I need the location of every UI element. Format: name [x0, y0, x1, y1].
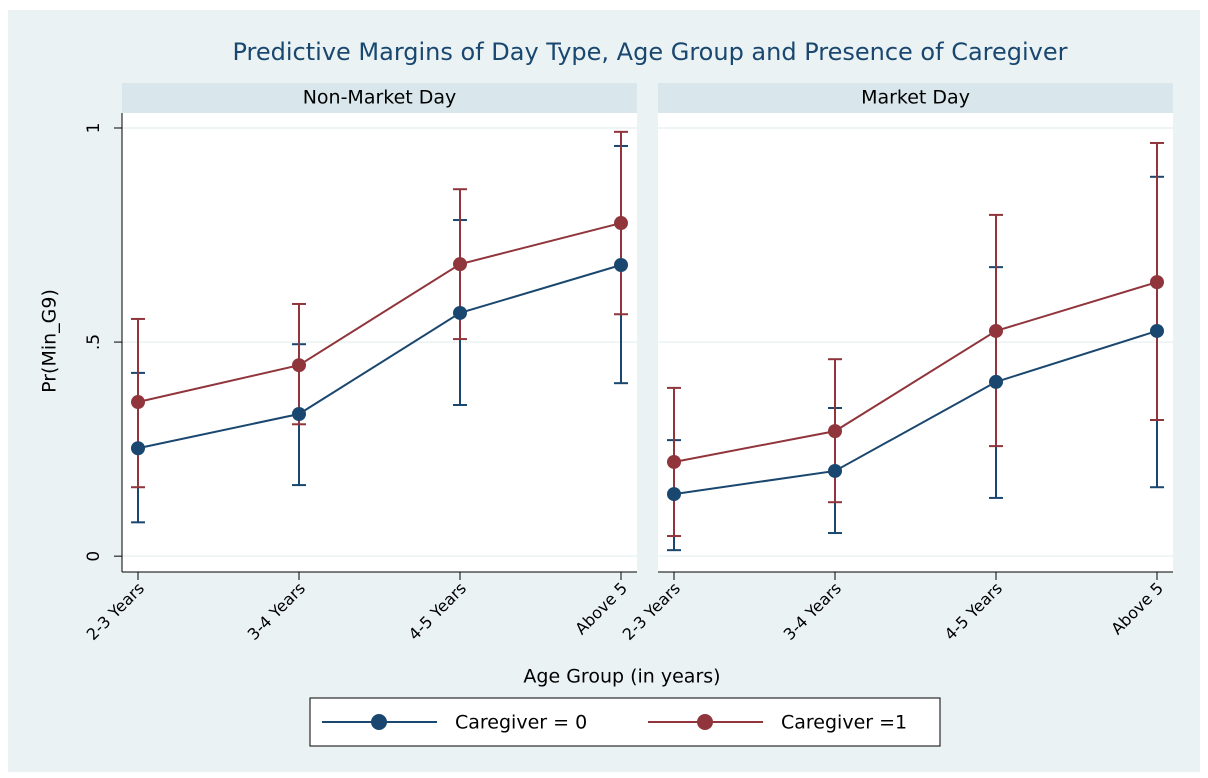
point	[828, 424, 842, 439]
point	[131, 395, 145, 410]
legend-label: Caregiver =1	[781, 712, 907, 734]
y-tick-label: 0	[84, 551, 104, 562]
y-axis-title: Pr(Min_G9)	[39, 289, 61, 393]
y-tick-label: 1	[84, 123, 104, 134]
point	[292, 358, 306, 373]
point	[614, 216, 628, 231]
series-line	[137, 222, 622, 403]
point	[828, 463, 842, 478]
x-axis-title: Age Group (in years)	[523, 666, 720, 688]
point	[1150, 275, 1164, 290]
series-line	[673, 329, 1158, 496]
panel-title: Non-Market Day	[303, 87, 457, 109]
series-line	[673, 281, 1158, 463]
panel-title: Market Day	[861, 87, 970, 109]
point	[667, 487, 681, 502]
point	[292, 407, 306, 422]
y-tick-label: .5	[84, 334, 104, 350]
point	[453, 257, 467, 272]
point	[989, 323, 1003, 338]
point	[667, 454, 681, 469]
panel-header	[658, 83, 1173, 113]
point	[614, 258, 628, 273]
point	[131, 441, 145, 456]
legend-marker	[371, 714, 387, 730]
point	[453, 305, 467, 320]
legend-label: Caregiver = 0	[455, 712, 587, 734]
panel-header	[122, 83, 637, 113]
chart-title: Predictive Margins of Day Type, Age Grou…	[232, 38, 1067, 66]
series-line	[137, 264, 622, 450]
point	[989, 374, 1003, 389]
legend-marker	[697, 714, 713, 730]
point	[1150, 323, 1164, 338]
